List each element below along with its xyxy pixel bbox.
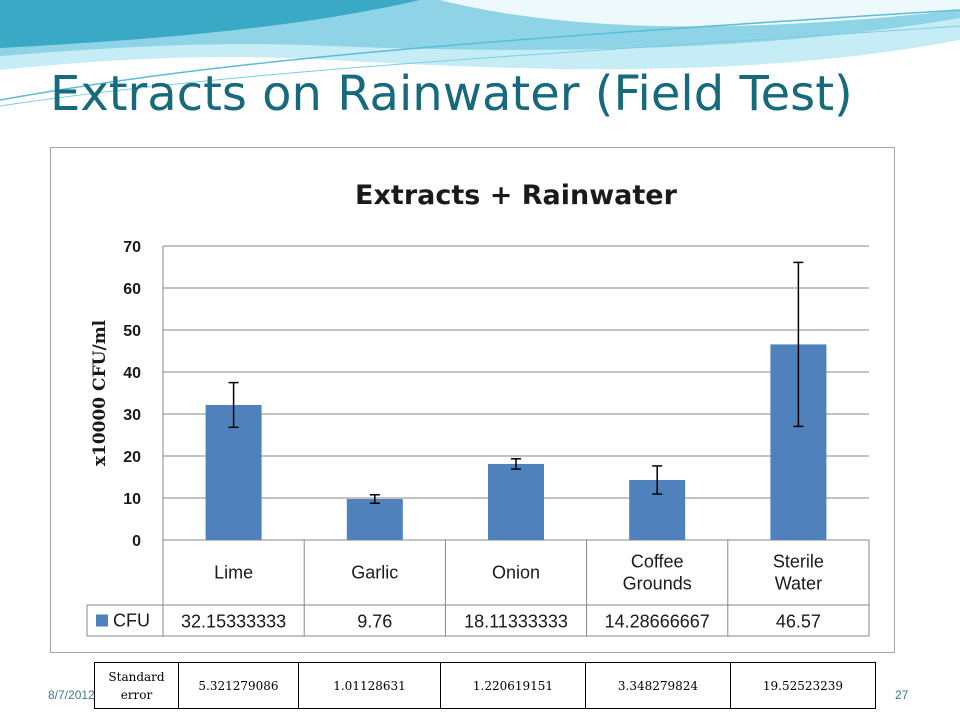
- data-table-value: 14.28666667: [605, 612, 710, 632]
- y-tick-label: 60: [123, 281, 141, 298]
- standard-error-header-line-2: error: [120, 687, 153, 702]
- standard-error-cell: 5.321279086: [178, 662, 299, 709]
- chart-title: Extracts + Rainwater: [355, 180, 678, 211]
- legend-swatch: [96, 614, 108, 627]
- y-axis-label: x10000 CFU/ml: [90, 319, 110, 466]
- y-tick-label: 50: [123, 323, 141, 340]
- x-category-label: Grounds: [623, 574, 692, 594]
- bar-chart: Extracts + Rainwater 0 10 20 30 40 50 60 70 x1000…: [86, 180, 870, 637]
- legend-label: CFU: [113, 611, 150, 631]
- y-tick-label: 10: [123, 491, 141, 508]
- y-tick-label: 40: [123, 365, 141, 382]
- standard-error-row: Standard error 5.321279086 1.01128631 1.2…: [94, 662, 876, 709]
- x-category-label: Sterile: [773, 552, 824, 572]
- data-table-value: 18.11333333: [464, 612, 568, 632]
- wave-band-dark: [0, 0, 420, 48]
- x-category-label: Coffee: [631, 552, 684, 572]
- wave-line-1: [0, 9, 960, 101]
- x-category-label: Lime: [214, 563, 253, 583]
- bar: [346, 499, 403, 540]
- x-category-label: Water: [775, 574, 822, 594]
- y-tick-label: 0: [132, 533, 141, 550]
- standard-error-header: Standard error: [94, 662, 179, 709]
- slide-title: Extracts on Rainwater (Field Test): [50, 66, 853, 122]
- x-category-label: Onion: [492, 563, 540, 583]
- y-tick-label: 30: [123, 407, 141, 424]
- standard-error-cell: 19.52523239: [730, 662, 876, 709]
- chart-frame: Extracts + Rainwater 0 10 20 30 40 50 60 70 x1000…: [50, 147, 895, 653]
- y-tick-label: 70: [123, 239, 141, 256]
- standard-error-cell: 1.01128631: [298, 662, 441, 709]
- wave-white-highlight: [440, 0, 960, 27]
- footer-date: 8/7/2012: [48, 688, 95, 702]
- x-category-label: Garlic: [351, 563, 398, 583]
- bar: [488, 463, 544, 540]
- footer-page-number: 27: [895, 688, 909, 702]
- standard-error-header-line-1: Standard: [108, 669, 165, 684]
- data-table-value: 32.15333333: [181, 612, 286, 632]
- standard-error-cell: 1.220619151: [440, 662, 586, 709]
- data-table-value: 9.76: [357, 612, 392, 632]
- wave-line-2: [0, 25, 960, 107]
- y-tick-label: 20: [123, 449, 141, 466]
- header-wave-decoration: [0, 0, 960, 107]
- standard-error-table: Standard error 5.321279086 1.01128631 1.2…: [94, 662, 876, 709]
- standard-error-cell: 3.348279824: [585, 662, 731, 709]
- data-table-value: 46.57: [776, 612, 821, 632]
